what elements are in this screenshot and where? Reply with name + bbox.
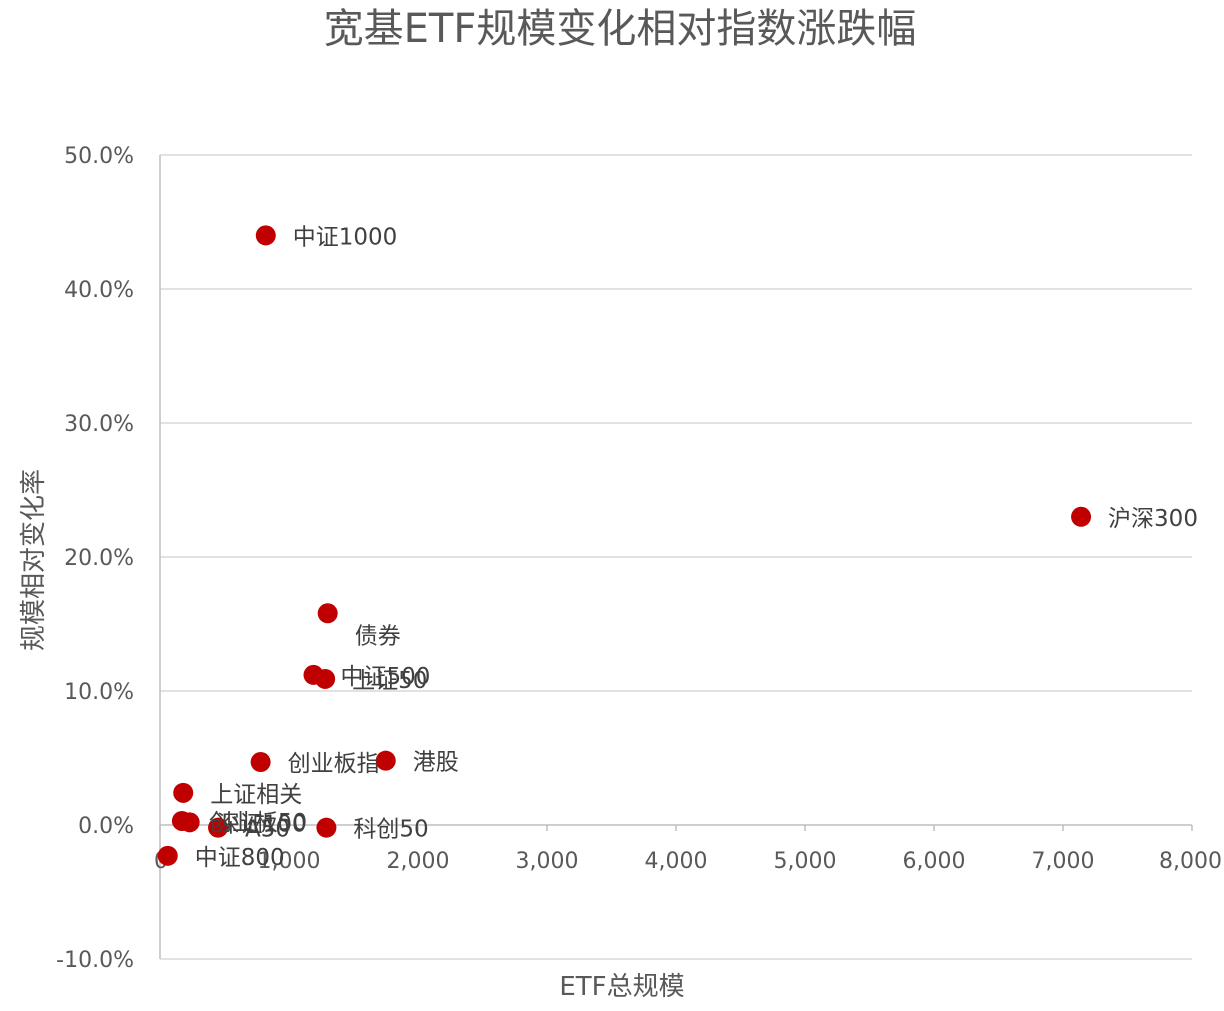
y-tick-label: 30.0% [64, 412, 134, 437]
data-point [208, 817, 229, 838]
x-tick-label: 2,000 [387, 849, 450, 874]
chart-title: 宽基ETF规模变化相对指数涨跌幅 [324, 6, 917, 52]
data-label: 港股 [413, 750, 459, 776]
y-tick-label: 40.0% [64, 278, 134, 303]
data-label: 创业板50 [209, 810, 307, 836]
data-point [375, 750, 396, 771]
data-label: A50 [245, 817, 290, 843]
x-tick-label: 4,000 [645, 849, 708, 874]
y-tick-label: 10.0% [64, 680, 134, 705]
data-point [315, 668, 336, 689]
data-label: 中证1000 [293, 224, 398, 250]
x-tick-label: 6,000 [903, 849, 966, 874]
y-tick-label: 50.0% [64, 144, 134, 169]
data-point [173, 782, 194, 803]
x-tick-label: 3,000 [516, 849, 579, 874]
y-tick-label: 0.0% [78, 814, 134, 839]
data-label: 深证100 [217, 811, 307, 837]
x-tick-label: 1,000 [258, 849, 321, 874]
gridlines [160, 154, 1192, 960]
data-label: 上证相关 [210, 782, 302, 808]
y-tick-label: -10.0% [56, 948, 134, 973]
data-point [179, 812, 200, 833]
data-label: 创业板指 [288, 751, 380, 777]
data-point [250, 752, 271, 773]
data-point [157, 845, 178, 866]
data-point [316, 817, 337, 838]
data-point [255, 225, 276, 246]
data-label: 中证500 [341, 664, 431, 690]
data-point [317, 603, 338, 624]
data-point [1071, 506, 1092, 527]
data-label: 上证50 [352, 668, 427, 694]
x-tick-label: 8,000 [1159, 849, 1222, 874]
data-label: 科创50 [353, 817, 428, 843]
x-tick-label: 7,000 [1032, 849, 1095, 874]
x-axis-title: ETF总规模 [559, 972, 684, 1002]
data-label: 债券 [355, 623, 401, 649]
data-label: 沪深300 [1108, 506, 1198, 532]
y-axis-title: 规模相对变化率 [19, 469, 49, 651]
data-points [157, 225, 1092, 866]
y-tick-label: 20.0% [64, 546, 134, 571]
x-tick-label: 5,000 [774, 849, 837, 874]
data-label: 中证800 [195, 845, 285, 871]
